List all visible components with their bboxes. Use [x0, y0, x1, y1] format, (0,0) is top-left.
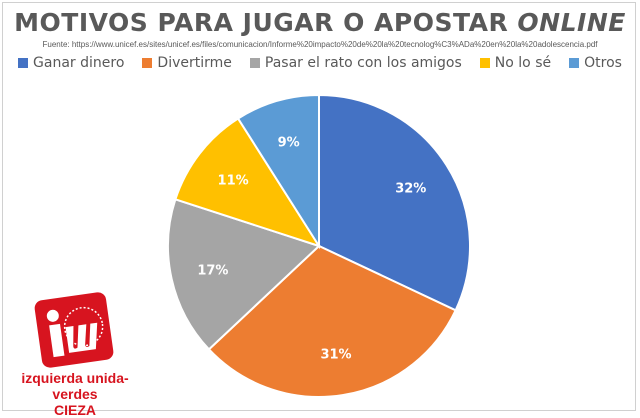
legend-swatch — [249, 58, 260, 68]
data-label: 17% — [197, 264, 228, 279]
chart-frame — [2, 2, 636, 411]
logo-text: izquierda unida-verdes CIEZA — [0, 370, 150, 418]
legend-swatch — [142, 58, 153, 68]
title-main: MOTIVOS PARA JUGAR O APOSTAR — [14, 8, 509, 37]
legend-item: No lo sé — [479, 55, 552, 71]
pie-slice — [236, 93, 320, 250]
data-label: 11% — [218, 173, 249, 188]
pie-slice — [207, 244, 457, 398]
legend-label: Otros — [584, 55, 622, 71]
data-label: 32% — [395, 182, 426, 197]
chart-title: MOTIVOS PARA JUGAR O APOSTAR ONLINE — [0, 8, 640, 37]
legend: Ganar dinero Divertirme Pasar el rato con … — [0, 55, 640, 71]
logo-line1: izquierda unida-verdes — [21, 370, 129, 402]
legend-label: No lo sé — [494, 55, 552, 71]
pie-slice — [167, 198, 321, 351]
data-label: 9% — [278, 136, 300, 151]
iu-logo-mark — [46, 306, 104, 358]
pie-slice — [318, 93, 471, 312]
logo-line2: CIEZA — [54, 402, 96, 418]
title-italic: ONLINE — [517, 8, 626, 37]
legend-item: Divertirme — [142, 55, 232, 71]
legend-swatch — [569, 58, 580, 68]
legend-label: Ganar dinero — [33, 55, 125, 71]
legend-item: Pasar el rato con los amigos — [249, 55, 462, 71]
legend-swatch — [479, 58, 490, 68]
pie-slice — [174, 117, 322, 248]
legend-item: Ganar dinero — [18, 55, 124, 71]
chart-source: Fuente: https://www.unicef.es/sites/unic… — [42, 40, 598, 49]
legend-item: Otros — [569, 55, 622, 71]
data-label: 31% — [320, 347, 351, 362]
legend-label: Pasar el rato con los amigos — [264, 55, 462, 71]
legend-swatch — [18, 58, 29, 68]
legend-label: Divertirme — [157, 55, 232, 71]
iu-logo — [33, 291, 115, 369]
